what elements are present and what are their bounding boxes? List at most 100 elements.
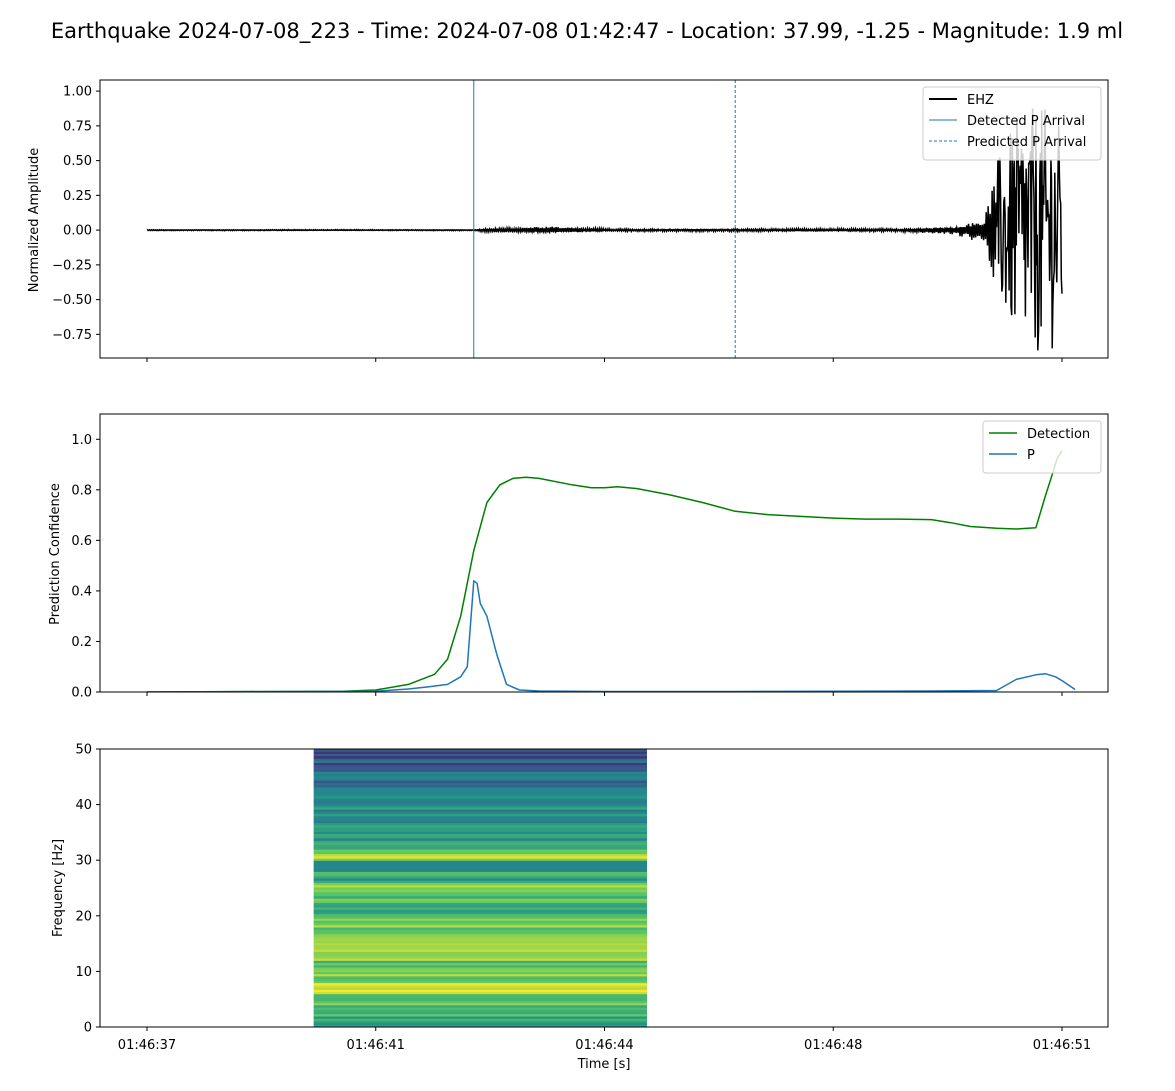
spectrogram-band: [313, 964, 647, 968]
spectrogram-band: [313, 866, 647, 870]
spectrogram-band: [313, 1000, 647, 1004]
spectrogram-band: [313, 786, 647, 790]
spectrogram-band: [313, 978, 647, 981]
spectrogram-band: [313, 918, 647, 921]
spectrogram-band: [313, 915, 647, 919]
spectrogram-band: [313, 995, 647, 999]
axes-frame-0: [99, 79, 1109, 359]
spectrogram-band: [313, 777, 647, 781]
spectrogram-band: [313, 900, 647, 904]
spectrogram-band: [313, 962, 647, 966]
spectrogram-band: [313, 906, 647, 910]
y-tick-label: 0.00: [63, 224, 92, 239]
spectrogram-band: [313, 884, 647, 888]
legend-1: Detection P: [982, 420, 1102, 474]
spectrogram-band: [313, 853, 647, 857]
y-tick-label: 0.6: [71, 534, 92, 549]
spectrogram-band: [313, 949, 647, 952]
spectrogram-band: [313, 904, 647, 908]
spectrogram-band: [313, 944, 647, 948]
spectrogram-band: [313, 920, 647, 924]
spectrogram-band: [313, 797, 647, 801]
spectrogram-band: [313, 762, 647, 766]
spectrogram-band: [313, 842, 647, 846]
spectrogram-band: [313, 833, 647, 837]
spectrogram-band: [313, 773, 647, 777]
spectrogram-band: [313, 1015, 647, 1019]
spectrogram-band: [313, 1004, 647, 1008]
y-tick-label: 20: [75, 909, 92, 924]
spectrogram-band: [313, 940, 647, 944]
legend-label: Predicted P Arrival: [967, 135, 1086, 150]
spectrogram-band: [313, 960, 647, 964]
plot-area-0: [146, 80, 1063, 358]
legend-box: [922, 86, 1102, 161]
spectrogram-band: [313, 871, 647, 875]
spectrogram-band: [313, 824, 647, 828]
spectrogram-band: [313, 869, 647, 872]
spectrogram-band: [313, 984, 647, 988]
spectrogram-band: [313, 835, 647, 839]
spectrogram-band: [313, 971, 647, 975]
spectrogram-band: [313, 802, 647, 806]
spectrogram-band: [313, 935, 647, 939]
y-tick-label: 0.50: [63, 154, 92, 169]
spectrogram-band: [313, 789, 647, 792]
probability-panel: Prediction Confidence 0.0 0.2 0.4 0.6 0.8 1.0…: [48, 413, 1109, 701]
legend-label: P: [1027, 448, 1035, 463]
spectrogram-band: [313, 902, 647, 906]
detection-probability-line: [146, 450, 1063, 692]
spectrogram-band: [313, 753, 647, 757]
x-tick-label: 01:46:48: [804, 1038, 862, 1053]
spectrogram-band: [313, 766, 647, 770]
spectrogram-band: [313, 1009, 647, 1013]
spectrogram-band: [313, 840, 647, 844]
spectrogram-band: [313, 857, 647, 861]
spectrogram-band: [313, 755, 647, 759]
spectrogram-band: [313, 953, 647, 957]
y-tick-label: 0.25: [63, 189, 92, 204]
spectrogram-band: [313, 795, 647, 799]
spectrogram-band: [313, 782, 647, 786]
spectrogram-band: [313, 846, 647, 850]
spectrogram-band: [313, 933, 647, 937]
spectrogram-band: [313, 1018, 647, 1021]
spectrogram-band: [313, 926, 647, 930]
spectrogram-band: [313, 873, 647, 877]
spectrogram-band: [313, 980, 647, 984]
y-tick-label: −0.50: [52, 293, 92, 308]
plot-area-2: [313, 749, 647, 1027]
spectrogram-band: [313, 769, 647, 772]
legend-box: [982, 420, 1102, 474]
figure-title: Earthquake 2024-07-08_223 - Time: 2024-0…: [51, 19, 1123, 44]
spectrogram-band: [313, 986, 647, 990]
spectrogram-band: [313, 929, 647, 932]
y-tick-label: 1.0: [71, 433, 92, 448]
spectrogram-band: [313, 849, 647, 852]
spectrogram-band: [313, 855, 647, 859]
legend-label: Detection: [1027, 427, 1090, 442]
y-tick-label: 0.75: [63, 119, 92, 134]
y-tick-label: 1.00: [63, 85, 92, 100]
spectrogram-band: [313, 882, 647, 886]
spectrogram-band: [313, 791, 647, 795]
spectrogram-band: [313, 862, 647, 866]
probability-y-label: Prediction Confidence: [48, 483, 63, 625]
x-axis-label: Time [s]: [577, 1057, 631, 1072]
spectrogram-band: [313, 958, 647, 961]
spectrogram-band: [313, 913, 647, 917]
spectrogram-band: [313, 831, 647, 835]
spectrogram-band: [313, 1020, 647, 1024]
spectrogram-band: [313, 889, 647, 892]
spectrogram-band: [313, 991, 647, 995]
spectrogram-band: [313, 806, 647, 810]
axes-frame-1: [99, 413, 1109, 693]
spectrogram-band: [313, 811, 647, 815]
spectrogram-band: [313, 898, 647, 901]
spectrogram-band: [313, 1022, 647, 1026]
spectrogram-band: [313, 911, 647, 915]
spectrogram-band: [313, 784, 647, 788]
spectrogram-band: [313, 851, 647, 855]
y-tick-label: −0.25: [52, 258, 92, 273]
